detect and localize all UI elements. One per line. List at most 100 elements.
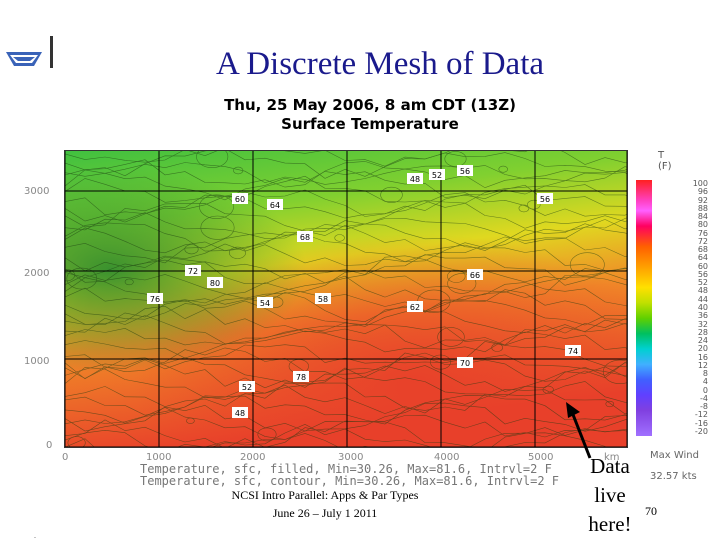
svg-text:72: 72 [188, 267, 198, 276]
contour-loop [605, 400, 615, 408]
temperature-field: 48 52 56 60 64 68 72 76 80 54 58 62 66 70 74 78 48 52 56 [65, 151, 627, 447]
contour-line [65, 381, 627, 411]
contour-line [65, 347, 627, 380]
contour-loop [229, 246, 247, 259]
legend-variable: T [658, 150, 665, 161]
contour-loop [334, 234, 345, 242]
contour-line [65, 323, 627, 349]
colorbar-label: 44 [697, 294, 708, 304]
colorbar-label: 84 [697, 212, 708, 222]
svg-text:78: 78 [296, 373, 306, 382]
contour-loop [498, 165, 508, 173]
contour-loop [184, 244, 199, 255]
x-tick: 1000 [146, 452, 172, 463]
colorbar-label: 36 [697, 311, 708, 321]
contour-line [65, 151, 627, 167]
ncsi-logo [6, 36, 53, 68]
contour-line [65, 366, 627, 399]
contour-loop [257, 427, 277, 442]
data-live-here-callout: Data live here! [584, 452, 636, 539]
colorbar-label: 40 [697, 303, 708, 312]
svg-text:56: 56 [540, 195, 550, 204]
x-tick: 4000 [434, 452, 460, 463]
x-unit: km [604, 452, 620, 463]
contour-value-label: 70 [457, 357, 473, 368]
svg-text:64: 64 [270, 201, 280, 210]
callout-line: here! [588, 512, 632, 536]
contour-loop [380, 186, 403, 203]
contour-line [65, 223, 627, 254]
contour-value-label: 74 [565, 345, 581, 356]
legend-unit: (F) [658, 161, 672, 172]
colorbar-label: 56 [697, 269, 708, 279]
contour-line [65, 159, 627, 189]
contour-value-label: 58 [315, 293, 331, 304]
colorbar-label: 48 [697, 286, 708, 296]
contour-value-label: 56 [457, 165, 473, 176]
svg-text:48: 48 [235, 409, 245, 418]
svg-text:58: 58 [318, 295, 328, 304]
contour-loop [200, 215, 235, 240]
contour-line [65, 212, 627, 244]
contour-loop [66, 267, 98, 290]
colorbar-label: 76 [697, 228, 708, 238]
svg-text:76: 76 [150, 295, 160, 304]
contour-line [65, 358, 627, 392]
svg-text:60: 60 [235, 195, 245, 204]
footer-dates: June 26 – July 1 2011 [272, 506, 378, 520]
svg-text:56: 56 [460, 167, 470, 176]
contour-loop [196, 151, 229, 168]
contour-line [65, 423, 627, 447]
contour-loop [518, 204, 530, 213]
svg-text:66: 66 [470, 271, 480, 280]
contour-loop [542, 385, 554, 394]
colorbar-label: 16 [697, 352, 708, 362]
colorbar-label: 92 [697, 195, 708, 205]
colorbar-label: 12 [697, 360, 708, 370]
contour-loop [527, 199, 541, 210]
contour-loop [444, 151, 467, 167]
callout-line: Data [590, 454, 630, 478]
colorbar-label: -20 [694, 427, 708, 436]
y-tick: 0 [46, 440, 53, 451]
contour-loop [447, 269, 466, 283]
contour-value-label: 62 [407, 301, 423, 312]
temperature-colorbar [636, 180, 652, 436]
contour-value-label: 52 [239, 381, 255, 392]
colorbar-label: -16 [694, 418, 708, 428]
contour-value-label: 60 [232, 193, 248, 204]
contour-line [65, 432, 607, 447]
contour-loop [199, 194, 234, 219]
contour-loop [67, 436, 86, 447]
footer-course: NCSI Intro Parallel: Apps & Par Types [231, 488, 419, 502]
contour-value-label: 64 [267, 199, 283, 210]
contour-value-label: 80 [207, 277, 223, 288]
colorbar-label: 0 [702, 385, 708, 395]
max-wind: Max Wind 32.57 kts [650, 450, 699, 482]
colorbar-label: 60 [697, 261, 708, 271]
contour-line [65, 395, 627, 425]
map-title-field: Surface Temperature [281, 115, 459, 133]
svg-text:68: 68 [300, 233, 310, 242]
y-tick: 1000 [24, 356, 50, 367]
svg-text:80: 80 [210, 279, 220, 288]
svg-text:54: 54 [260, 299, 270, 308]
contour-value-label: 56 [537, 193, 553, 204]
contour-line [65, 305, 627, 334]
contour-line [65, 384, 627, 416]
contour-line [65, 330, 627, 359]
colorbar-label: 80 [697, 220, 708, 230]
colorbar-label: 4 [702, 377, 708, 387]
svg-text:74: 74 [568, 347, 578, 356]
contour-loop [233, 166, 244, 175]
contour-line [65, 315, 627, 346]
callout-line: live [594, 483, 626, 507]
contour-line [65, 232, 627, 264]
contour-value-label: 76 [147, 293, 163, 304]
contour-loop [569, 252, 605, 277]
colorbar-label: 20 [697, 344, 708, 354]
contour-loop [124, 278, 134, 286]
contour-line [65, 352, 627, 383]
contour-line [65, 255, 627, 284]
contour-value-label: 48 [232, 407, 248, 418]
